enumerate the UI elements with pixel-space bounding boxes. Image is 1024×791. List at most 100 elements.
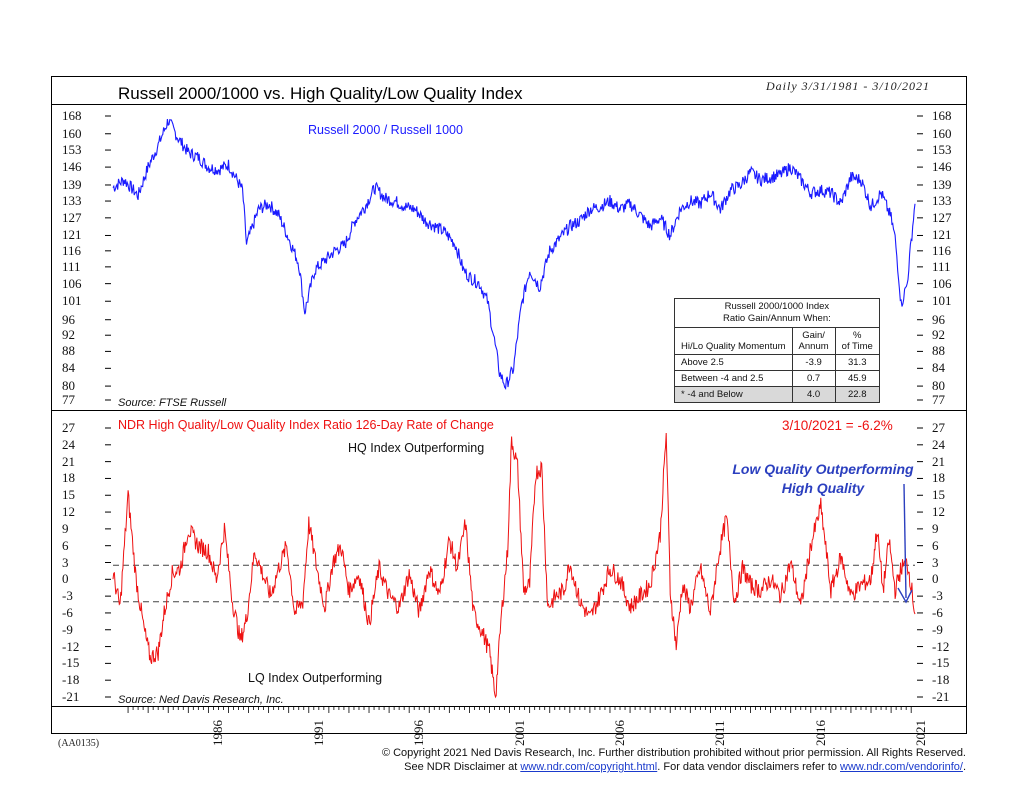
y-tick-label: 84 (932, 360, 945, 376)
x-tick-label: 1996 (411, 720, 427, 746)
y-tick-label: 96 (932, 311, 945, 327)
y-tick-label: -9 (932, 621, 943, 637)
copyright-link[interactable]: www.ndr.com/copyright.html (520, 761, 658, 773)
y-tick-label: 24 (62, 436, 75, 452)
y-tick-label: 18 (62, 470, 75, 486)
y-tick-label: 21 (932, 453, 945, 469)
y-tick-label: 111 (62, 258, 81, 274)
y-tick-label: 27 (62, 420, 75, 435)
y-tick-label: 12 (62, 504, 75, 520)
y-tick-label: -18 (62, 672, 80, 688)
x-tick-label: 1991 (310, 720, 326, 746)
top-series-label: Russell 2000 / Russell 1000 (308, 123, 463, 137)
y-tick-label: 3 (932, 554, 939, 570)
y-tick-label: 101 (62, 293, 82, 309)
y-tick-label: 127 (62, 209, 82, 225)
y-tick-label: -3 (932, 588, 943, 604)
y-tick-label: 92 (62, 327, 75, 343)
footer-disclaimer: See NDR Disclaimer at www.ndr.com/copyri… (404, 761, 966, 773)
y-tick-label: -12 (62, 638, 80, 654)
y-tick-label: 77 (62, 392, 75, 407)
chart-frame (51, 76, 967, 734)
y-tick-label: -21 (932, 689, 950, 704)
y-tick-label: 24 (932, 436, 945, 452)
x-tick-label: 2006 (612, 720, 628, 746)
stats-row-time: 45.9 (834, 370, 880, 387)
stats-row-label: Above 2.5 (674, 354, 793, 371)
y-tick-label: 80 (932, 378, 945, 394)
y-tick-label: 146 (62, 159, 82, 175)
y-tick-label: 121 (932, 227, 952, 243)
stats-row-time: 31.3 (834, 354, 880, 371)
bottom-source: Source: Ned Davis Research, Inc. (118, 694, 284, 706)
y-tick-label: 0 (62, 571, 69, 587)
y-tick-label: 88 (62, 343, 75, 359)
footer: © Copyright 2021 Ned Davis Research, Inc… (382, 746, 966, 774)
y-tick-label: 101 (932, 293, 952, 309)
y-tick-label: 6 (62, 537, 69, 553)
russell-ratio-line (112, 119, 916, 390)
callout-arrow (903, 483, 907, 599)
callout-label: Low Quality Outperforming High Quality (732, 461, 914, 496)
y-tick-label: 160 (932, 125, 952, 141)
y-tick-label: 88 (932, 343, 945, 359)
axis-divider (51, 706, 967, 707)
x-tick-label: 2001 (511, 720, 527, 746)
y-tick-label: 96 (62, 311, 75, 327)
x-tick-label: 2016 (812, 720, 828, 746)
stats-row-gain: -3.9 (791, 354, 836, 371)
y-tick-label: -3 (62, 588, 73, 604)
hq-lq-roc-line (112, 432, 916, 699)
latest-value: 3/10/2021 = -6.2% (782, 418, 893, 433)
y-tick-label: 92 (932, 327, 945, 343)
stats-row-label: Between -4 and 2.5 (674, 370, 793, 387)
x-tick-label: 2011 (712, 720, 728, 746)
y-tick-label: 84 (62, 360, 75, 376)
hq-label: HQ Index Outperforming (348, 441, 485, 455)
stats-row-gain: 0.7 (791, 370, 836, 387)
y-tick-label: 106 (62, 275, 82, 291)
lq-label: LQ Index Outperforming (248, 671, 383, 685)
vendorinfo-link[interactable]: www.ndr.com/vendorinfo/ (840, 761, 963, 773)
y-tick-label: 139 (62, 176, 82, 192)
top-source: Source: FTSE Russell (118, 397, 227, 409)
y-tick-label: -6 (932, 604, 943, 620)
stats-table: Russell 2000/1000 Index Ratio Gain/Annum… (674, 298, 880, 403)
y-tick-label: 160 (62, 125, 82, 141)
stats-row-label: * -4 and Below (674, 386, 793, 403)
y-tick-label: 168 (62, 108, 82, 123)
y-tick-label: 153 (932, 142, 952, 158)
stats-col-time: % of Time (834, 327, 880, 355)
stats-col-momentum: Hi/Lo Quality Momentum (674, 327, 793, 355)
y-tick-label: 133 (62, 193, 82, 209)
y-tick-label: 106 (932, 275, 952, 291)
chart-title: Russell 2000/1000 vs. High Quality/Low Q… (118, 84, 523, 103)
y-tick-label: 9 (932, 520, 939, 536)
y-tick-label: 21 (62, 453, 75, 469)
y-tick-label: -21 (62, 689, 80, 704)
stats-col-gain: Gain/Annum (791, 327, 836, 355)
y-tick-label: 6 (932, 537, 939, 553)
y-tick-label: 127 (932, 209, 952, 225)
y-tick-label: -15 (932, 655, 950, 671)
y-tick-label: 133 (932, 193, 952, 209)
y-tick-label: 3 (62, 554, 69, 570)
panel-divider (51, 410, 967, 411)
stats-table-title: Russell 2000/1000 Index Ratio Gain/Annum… (674, 298, 880, 328)
y-tick-label: 146 (932, 159, 952, 175)
callout-arrowhead (897, 587, 913, 604)
y-tick-label: 121 (62, 227, 82, 243)
y-tick-label: -15 (62, 655, 80, 671)
y-tick-label: 139 (932, 176, 952, 192)
y-tick-label: 18 (932, 470, 945, 486)
y-tick-label: 153 (62, 142, 82, 158)
y-tick-label: 116 (932, 242, 952, 258)
y-tick-label: 15 (932, 487, 945, 503)
x-tick-label: 1986 (210, 720, 226, 746)
chart-code: (AA0135) (58, 738, 100, 749)
y-tick-label: -12 (932, 638, 950, 654)
y-tick-label: 168 (932, 108, 952, 123)
y-tick-label: 12 (932, 504, 945, 520)
footer-copyright: © Copyright 2021 Ned Davis Research, Inc… (381, 747, 966, 759)
